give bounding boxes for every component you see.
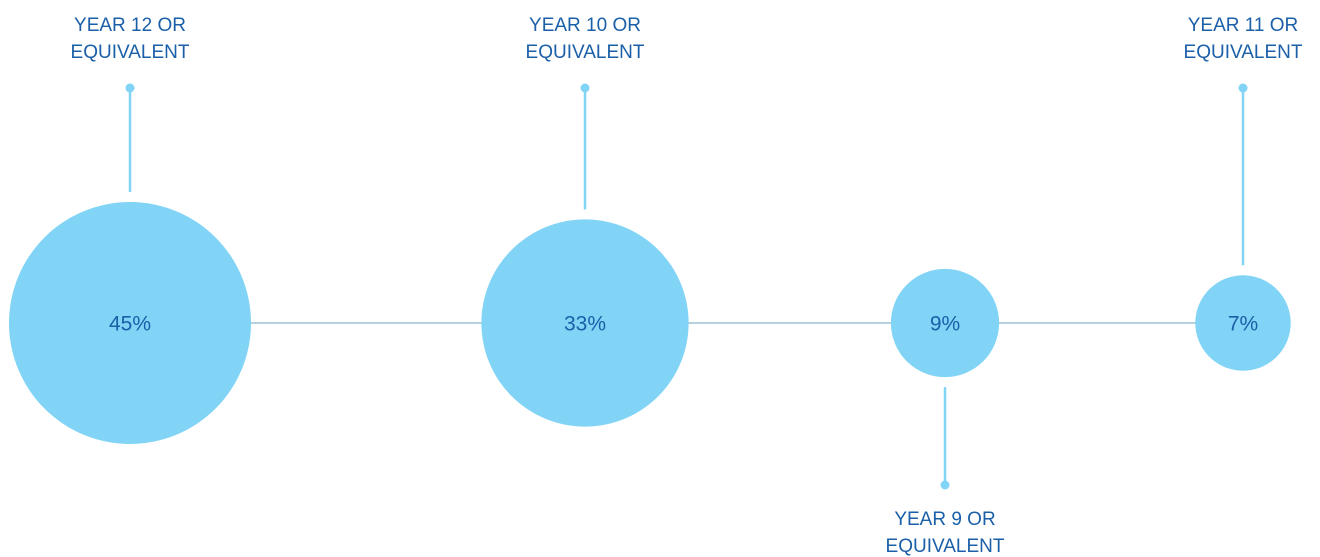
category-label: EQUIVALENT [1184,42,1303,63]
category-label: YEAR 9 OR [894,509,995,530]
value-label: 45% [109,313,151,336]
bubble [9,202,251,444]
value-label: 9% [930,313,960,336]
value-label: 7% [1228,313,1258,336]
leader-dot [125,83,135,93]
category-label: EQUIVALENT [71,42,190,63]
leader-dot [1238,83,1248,93]
bubble-layer: 45% 33% 9% 7% [9,202,1291,444]
bubble [890,268,1000,378]
bubble [1195,275,1291,371]
category-label: YEAR 11 OR [1188,15,1299,36]
value-label: 33% [564,313,606,336]
category-label: EQUIVALENT [886,536,1005,557]
leader-dot [940,480,950,490]
bubble [481,219,689,427]
category-label: YEAR 12 OR [74,15,186,36]
category-label: YEAR 10 OR [529,15,641,36]
leader-dot [580,83,590,93]
label-layer: YEAR 12 OR EQUIVALENT YEAR 10 OR EQUIVALENT… [71,15,1303,557]
category-label: EQUIVALENT [526,42,645,63]
leader-layer [125,83,1248,490]
